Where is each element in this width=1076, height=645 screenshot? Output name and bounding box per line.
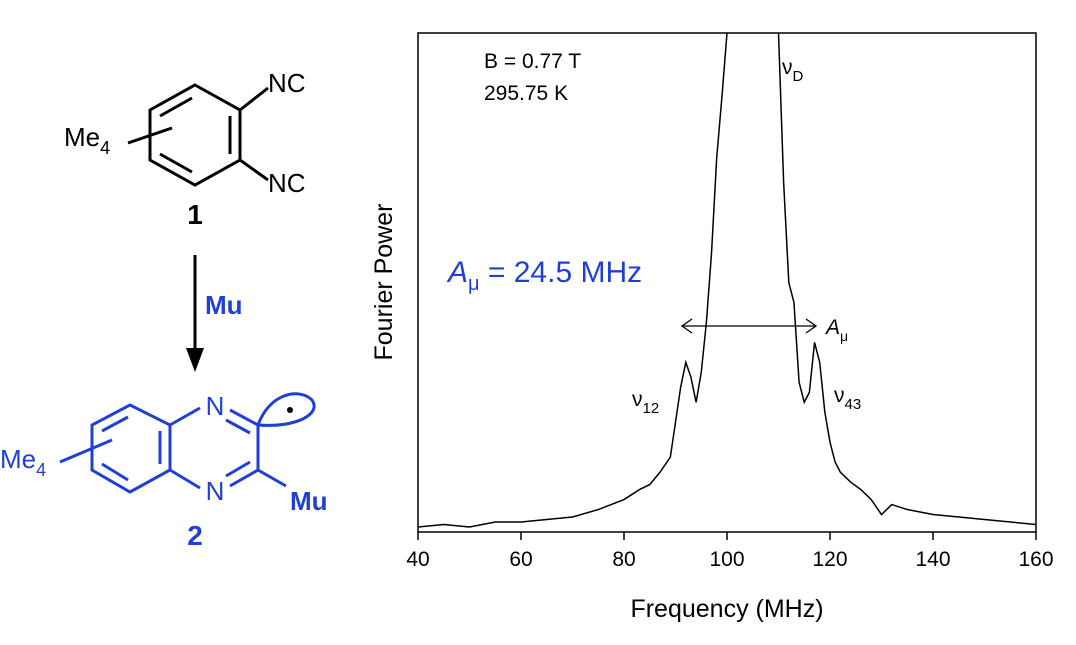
arrow-head [186,348,204,372]
compound-number: 2 [187,520,203,551]
compound-2: N N Mu Me4 2 [0,391,328,551]
x-tick-label: 100 [709,548,744,571]
atom: N [206,476,225,506]
y-axis-label: Fourier Power [370,204,398,361]
ring [148,83,242,187]
x-tick-label: 60 [509,548,532,571]
bond [229,408,259,427]
substituent: Me4 [0,444,46,480]
annotation: νD [782,56,804,85]
group: Mu [290,486,328,516]
group: NC [268,168,306,198]
ring [90,403,172,494]
double-bond [159,152,193,174]
arrow-head [805,318,818,334]
bond [169,406,201,427]
x-tick-label: 80 [612,548,635,571]
bond [239,158,269,182]
double-bond [159,96,193,118]
x-tick-label: 160 [1018,548,1053,571]
x-tick-label: 40 [406,548,429,571]
bond [239,86,269,112]
bond [257,468,287,488]
substituent: Me4 [64,122,110,158]
double-bond [225,460,251,478]
annotation: 295.75 K [484,82,568,105]
double-bond [101,462,129,482]
annotation: ν43 [834,384,861,413]
annotation: Aμ = 24.5 MHz [446,256,642,295]
double-bond [225,418,251,435]
arrow-head [680,318,693,334]
group: NC [268,68,306,98]
bond [127,126,173,145]
annotation: B = 0.77 T [484,50,581,73]
annotation: ν12 [632,388,659,417]
atom: N [206,391,225,421]
compound-1: Me4 NC NC 1 [64,68,306,230]
chart: 40 60 80 100 120 140 160 [406,33,1054,571]
x-axis-label: Frequency (MHz) [630,595,823,623]
double-bond [101,415,129,433]
radical [287,407,293,413]
bond [59,438,113,464]
reagent: Mu [205,290,243,320]
orbital [256,392,316,427]
x-tick-label: 140 [915,548,950,571]
bond [229,468,259,488]
annotation: Aμ [824,316,848,344]
spectrum-line [418,33,1036,528]
x-tick-label: 120 [812,548,847,571]
compound-number: 1 [187,199,203,230]
bond [169,468,201,490]
